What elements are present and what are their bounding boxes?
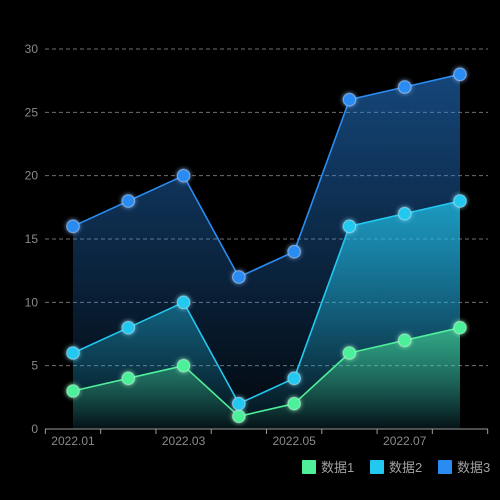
data-point[interactable]: [121, 194, 136, 208]
data-point[interactable]: [397, 333, 412, 348]
data-point[interactable]: [66, 384, 80, 398]
y-tick-label: 15: [25, 232, 39, 246]
data-point[interactable]: [231, 396, 246, 411]
legend-label: 数据3: [457, 460, 490, 475]
series-areas: [73, 74, 460, 429]
data-point[interactable]: [397, 206, 412, 221]
y-tick-label: 30: [25, 42, 39, 56]
series-line: [72, 200, 461, 405]
data-point[interactable]: [231, 270, 246, 284]
y-tick-label: 20: [25, 169, 39, 183]
data-point[interactable]: [287, 244, 302, 259]
data-point[interactable]: [342, 346, 357, 360]
data-point[interactable]: [453, 194, 467, 208]
data-point[interactable]: [397, 80, 412, 94]
series-line: [72, 326, 461, 418]
x-tick-label: 2022.07: [383, 434, 427, 448]
data-point[interactable]: [176, 168, 191, 183]
legend-item[interactable]: 数据3: [438, 460, 490, 475]
data-point[interactable]: [287, 396, 302, 411]
data-point[interactable]: [66, 346, 80, 360]
legend[interactable]: 数据1 数据2 数据3: [302, 460, 490, 475]
data-point[interactable]: [176, 295, 191, 310]
data-point[interactable]: [287, 371, 302, 386]
x-tick-label: 2022.05: [272, 434, 316, 448]
legend-swatch: [438, 460, 452, 474]
axes: 0 5 10 15 20 25 30 2022.01 2022.03 2022.05 2022.07: [25, 42, 489, 448]
data-point[interactable]: [121, 371, 136, 386]
data-point[interactable]: [342, 92, 357, 107]
legend-item[interactable]: 数据2: [370, 460, 422, 475]
series-line: [72, 73, 461, 278]
data-point[interactable]: [453, 67, 467, 82]
data-point[interactable]: [342, 219, 357, 234]
legend-swatch: [370, 460, 384, 474]
legend-swatch: [302, 460, 316, 474]
y-tick-label: 5: [31, 359, 38, 373]
y-tick-label: 25: [25, 105, 39, 119]
legend-label: 数据1: [321, 460, 354, 475]
y-tick-label: 10: [25, 295, 39, 309]
x-tick-label: 2022.01: [51, 434, 95, 448]
data-point[interactable]: [453, 320, 467, 335]
data-point[interactable]: [121, 320, 136, 335]
series-area: [73, 327, 460, 429]
data-point[interactable]: [176, 358, 191, 373]
series-lines: [72, 73, 461, 418]
data-points: [66, 67, 467, 424]
data-point[interactable]: [231, 409, 246, 424]
data-point[interactable]: [66, 219, 80, 234]
x-tick-label: 2022.03: [162, 434, 206, 448]
legend-label: 数据2: [389, 460, 422, 475]
legend-item[interactable]: 数据1: [302, 460, 354, 475]
y-tick-label: 0: [31, 422, 38, 436]
